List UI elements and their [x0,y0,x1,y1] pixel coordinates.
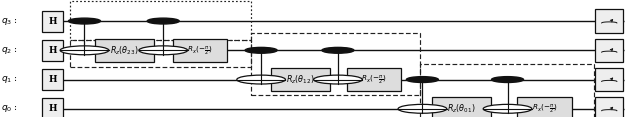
Text: H: H [48,46,57,55]
Text: $q_3$ :: $q_3$ : [1,16,18,27]
Bar [595,97,623,117]
Bar [95,39,154,62]
Text: $q_1$ :: $q_1$ : [1,74,18,85]
Circle shape [492,77,524,82]
Text: $R_x(-\frac{\pi}{2})$: $R_x(-\frac{\pi}{2})$ [532,102,557,115]
Text: $q_0$ :: $q_0$ : [1,103,18,114]
Text: $R_z(\theta_{12})$: $R_z(\theta_{12})$ [286,73,314,86]
Circle shape [398,104,447,113]
Bar [595,39,623,62]
Bar [251,33,420,95]
Bar [42,40,63,61]
Bar [42,98,63,117]
Bar [173,39,227,62]
Circle shape [147,18,179,24]
Bar [42,69,63,90]
Bar [595,68,623,91]
Bar [70,1,251,40]
Circle shape [68,18,100,24]
Circle shape [245,47,277,53]
Text: $R_x(-\frac{\pi}{2})$: $R_x(-\frac{\pi}{2})$ [188,44,212,57]
Bar [271,68,330,91]
Circle shape [322,47,354,53]
Bar [595,9,623,33]
Text: $R_x(-\frac{\pi}{2})$: $R_x(-\frac{\pi}{2})$ [362,73,387,86]
Bar [517,97,572,117]
Circle shape [406,77,438,82]
Text: $R_z(\theta_{23})$: $R_z(\theta_{23})$ [110,44,138,57]
Bar [432,97,491,117]
Text: $q_2$ :: $q_2$ : [1,45,18,56]
Text: $R_z(\theta_{01})$: $R_z(\theta_{01})$ [447,103,476,115]
Bar [347,68,401,91]
Text: H: H [48,104,57,113]
Bar [420,64,594,117]
Bar [70,40,251,67]
Circle shape [483,104,532,113]
Circle shape [60,46,109,55]
Text: H: H [48,75,57,84]
Circle shape [139,46,188,55]
Circle shape [237,75,285,84]
Text: H: H [48,17,57,26]
Bar [42,11,63,32]
Circle shape [314,75,362,84]
